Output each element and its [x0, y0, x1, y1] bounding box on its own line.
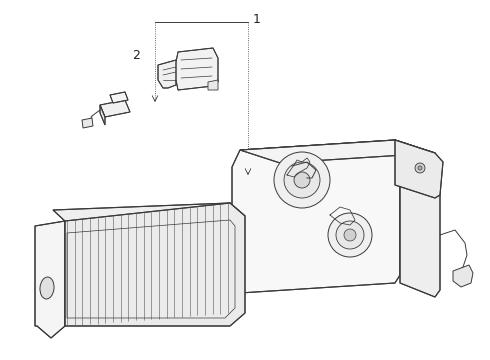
- Polygon shape: [100, 105, 105, 125]
- Polygon shape: [208, 80, 218, 90]
- Polygon shape: [176, 48, 218, 90]
- Text: 1: 1: [253, 13, 261, 26]
- Circle shape: [415, 163, 425, 173]
- Ellipse shape: [40, 277, 54, 299]
- Polygon shape: [110, 92, 128, 103]
- Polygon shape: [240, 140, 435, 163]
- Polygon shape: [35, 221, 65, 338]
- Circle shape: [328, 213, 372, 257]
- Polygon shape: [453, 265, 473, 287]
- Circle shape: [418, 166, 422, 170]
- Circle shape: [336, 221, 364, 249]
- Polygon shape: [53, 203, 245, 223]
- Text: 2: 2: [132, 49, 140, 62]
- Polygon shape: [395, 140, 443, 198]
- Polygon shape: [82, 118, 93, 128]
- Circle shape: [294, 172, 310, 188]
- Polygon shape: [65, 203, 245, 326]
- Polygon shape: [158, 60, 180, 88]
- Polygon shape: [100, 100, 130, 117]
- Polygon shape: [395, 140, 440, 297]
- Polygon shape: [232, 140, 400, 293]
- Circle shape: [344, 229, 356, 241]
- Circle shape: [274, 152, 330, 208]
- Circle shape: [284, 162, 320, 198]
